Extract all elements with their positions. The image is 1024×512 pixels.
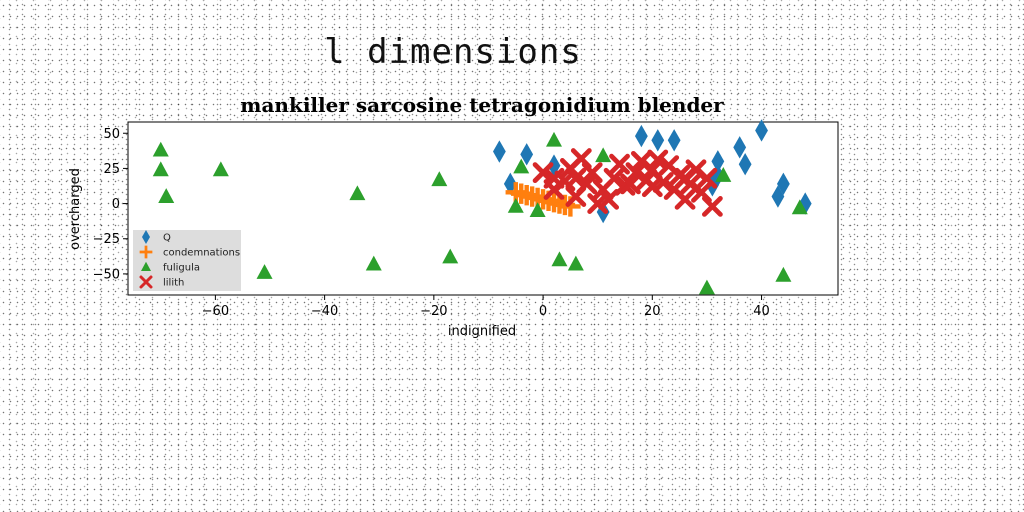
legend-marker xyxy=(139,275,153,289)
y-tick-label: 25 xyxy=(103,162,120,177)
legend-label: condemnations xyxy=(163,248,240,259)
data-point xyxy=(776,172,790,196)
data-point xyxy=(755,119,768,142)
series-lilith xyxy=(532,148,723,217)
data-point xyxy=(565,167,587,189)
data-point xyxy=(674,167,696,189)
y-tick-label: 0 xyxy=(112,197,120,212)
data-point xyxy=(701,195,723,217)
x-tick-label: 0 xyxy=(539,304,547,319)
data-point xyxy=(365,255,382,271)
data-point xyxy=(507,197,524,213)
data-point xyxy=(442,248,459,264)
data-point xyxy=(551,251,568,267)
data-point xyxy=(711,150,725,173)
data-point xyxy=(651,129,665,152)
data-point xyxy=(587,193,609,214)
data-point xyxy=(256,264,273,279)
legend-marker xyxy=(139,245,153,259)
legend-marker xyxy=(141,261,151,271)
data-points xyxy=(152,119,812,295)
x-tick-label: 20 xyxy=(644,304,661,319)
data-point xyxy=(543,167,565,189)
data-point xyxy=(492,140,506,163)
data-point xyxy=(603,167,625,189)
data-point xyxy=(667,129,681,152)
data-point xyxy=(609,153,630,175)
data-point xyxy=(598,188,620,210)
y-tick-label: −50 xyxy=(93,267,120,282)
data-point xyxy=(520,143,534,166)
data-point xyxy=(620,173,641,195)
data-point xyxy=(158,188,175,203)
legend-label: fuligula xyxy=(163,263,200,274)
data-point xyxy=(674,188,696,210)
data-point xyxy=(775,266,792,282)
data-point xyxy=(715,167,732,182)
data-point xyxy=(733,136,747,159)
data-point xyxy=(513,158,530,174)
y-axis: 50 25 0 −25 −50 xyxy=(93,127,128,282)
series-fuligula xyxy=(152,131,808,295)
data-point xyxy=(698,279,715,295)
data-point xyxy=(152,161,169,177)
legend-marker xyxy=(142,230,150,244)
y-axis-label: overcharged xyxy=(68,168,83,250)
data-point xyxy=(634,124,648,148)
data-point xyxy=(546,131,562,147)
x-tick-label: 40 xyxy=(753,304,770,319)
data-point xyxy=(212,161,229,177)
y-tick-label: −25 xyxy=(93,232,120,247)
legend-label: Q xyxy=(163,233,171,244)
series-condemnations xyxy=(505,182,581,217)
data-point xyxy=(581,162,603,184)
data-point xyxy=(567,255,584,271)
figure-heading: l dimensions xyxy=(324,32,582,72)
plot-area xyxy=(127,121,839,296)
data-point xyxy=(798,192,812,215)
data-point xyxy=(647,149,669,171)
series-Q xyxy=(492,119,812,224)
data-point xyxy=(152,141,169,157)
x-tick-label: −20 xyxy=(420,304,447,319)
data-point xyxy=(529,202,546,218)
data-point xyxy=(576,173,598,195)
data-point xyxy=(738,152,752,176)
data-point xyxy=(595,147,612,163)
x-tick-label: −60 xyxy=(202,304,229,319)
y-tick-label: 50 xyxy=(103,127,120,142)
legend-label: lilith xyxy=(163,278,184,289)
data-point xyxy=(431,171,448,187)
data-point xyxy=(532,162,554,184)
data-point xyxy=(625,162,647,184)
data-point xyxy=(503,172,517,196)
data-point xyxy=(349,185,366,201)
data-point xyxy=(791,199,808,215)
legend-box xyxy=(133,230,241,291)
data-point xyxy=(547,154,561,177)
x-axis-label: indignified xyxy=(448,324,516,339)
x-tick-label: −40 xyxy=(311,304,338,319)
x-axis: −60 −40 −20 0 20 40 xyxy=(202,295,770,319)
data-point xyxy=(652,172,674,193)
data-point xyxy=(641,176,663,198)
data-point xyxy=(696,167,718,189)
chart-title: mankiller sarcosine tetragonidium blende… xyxy=(240,93,724,117)
